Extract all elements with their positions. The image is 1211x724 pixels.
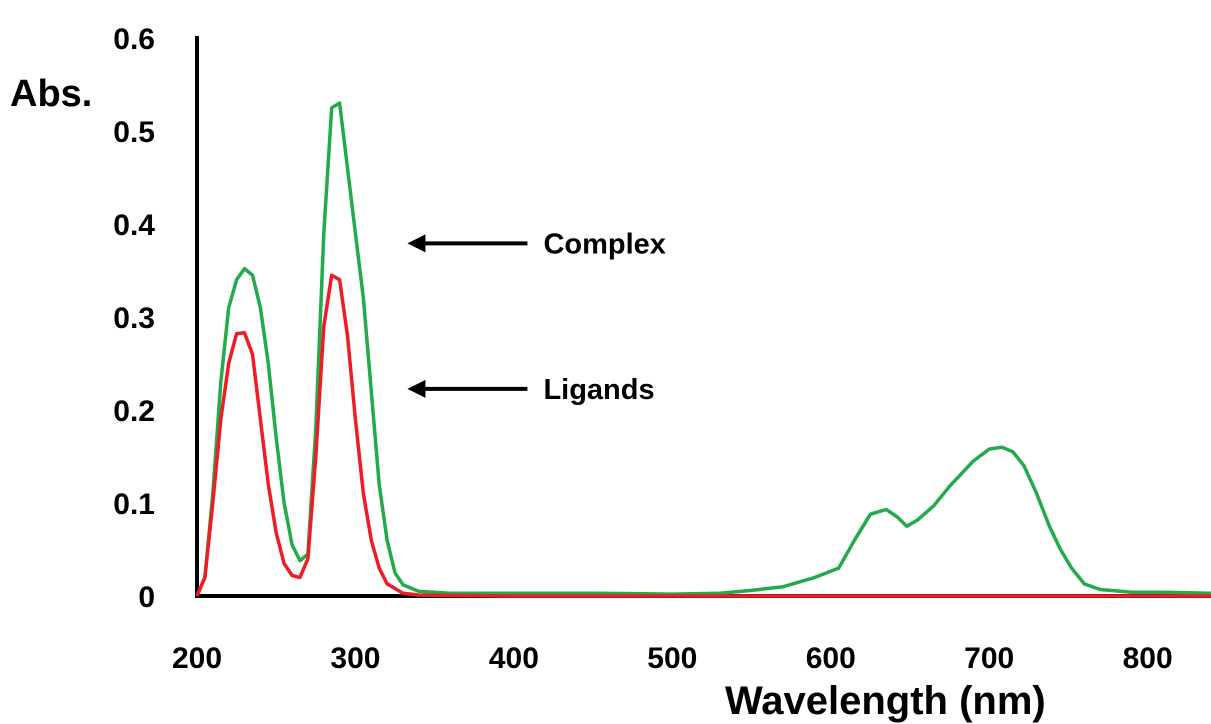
y-axis-title: Abs. bbox=[10, 73, 92, 115]
x-tick-label: 800 bbox=[1123, 642, 1173, 675]
series-line-complex bbox=[195, 101, 1211, 597]
x-tick-label: 600 bbox=[806, 642, 856, 675]
annotations: Complex Ligands bbox=[407, 228, 666, 406]
y-tick-label: 0.1 bbox=[113, 488, 155, 521]
x-tick-label: 200 bbox=[172, 642, 222, 675]
x-tick-label: 300 bbox=[330, 642, 380, 675]
x-tick-label: 700 bbox=[964, 642, 1014, 675]
x-tick-label: 400 bbox=[489, 642, 539, 675]
x-axis-title: Wavelength (nm) bbox=[725, 679, 1046, 723]
y-tick-label: 0.5 bbox=[113, 116, 155, 149]
y-tick-label: 0.4 bbox=[113, 209, 155, 242]
y-tick-label: 0.2 bbox=[113, 395, 155, 428]
y-tick-label: 0 bbox=[138, 581, 155, 614]
annotation-label-ligands: Ligands bbox=[543, 374, 654, 406]
annotation-arrowhead-complex bbox=[407, 234, 426, 253]
annotation-label-complex: Complex bbox=[543, 228, 665, 260]
x-tick-labels: 200 300 400 500 600 700 800 bbox=[172, 642, 1173, 675]
y-tick-label: 0.6 bbox=[113, 23, 155, 56]
x-tick-label: 500 bbox=[647, 642, 697, 675]
series-line-ligands bbox=[195, 273, 1211, 598]
annotation-arrowhead-ligands bbox=[407, 379, 426, 398]
y-tick-labels: 0 0.1 0.2 0.3 0.4 0.5 0.6 bbox=[113, 23, 155, 614]
y-tick-label: 0.3 bbox=[113, 302, 155, 335]
series-lines bbox=[195, 101, 1211, 598]
